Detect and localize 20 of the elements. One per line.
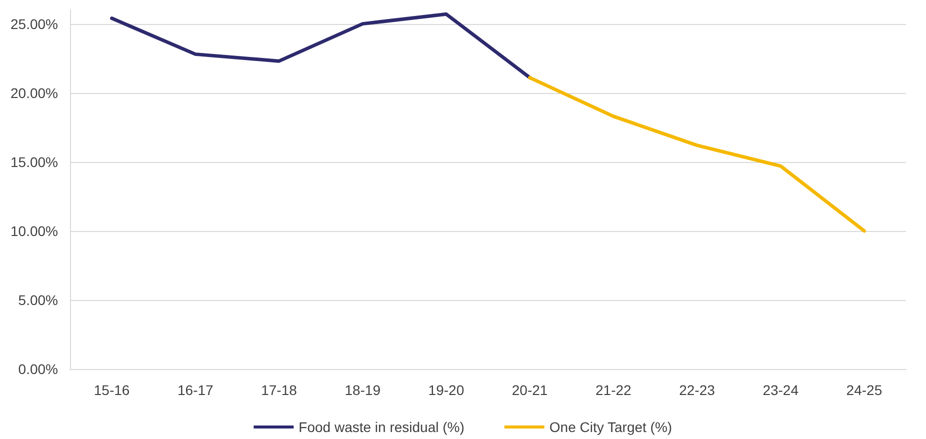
line-series bbox=[528, 76, 866, 233]
legend-label: One City Target (%) bbox=[549, 419, 672, 435]
y-tick-label: 15.00% bbox=[10, 154, 58, 170]
x-tick-label: 24-25 bbox=[846, 382, 882, 398]
x-tick-label: 16-17 bbox=[177, 382, 214, 398]
x-tick-label: 15-16 bbox=[94, 382, 130, 398]
line-series bbox=[110, 12, 532, 80]
y-tick-label: 10.00% bbox=[10, 222, 58, 239]
legend-label: Food waste in residual (%) bbox=[298, 419, 464, 435]
x-tick-label: 18-19 bbox=[344, 382, 381, 398]
y-tick-label: 20.00% bbox=[10, 84, 58, 101]
x-tick-label: 22-23 bbox=[679, 382, 716, 398]
y-tick-label: 0.00% bbox=[18, 361, 58, 377]
x-tick-label: 23-24 bbox=[762, 382, 799, 398]
y-tick-label: 5.00% bbox=[18, 292, 58, 308]
x-tick-label: 20-21 bbox=[512, 382, 548, 398]
x-tick-label: 17-18 bbox=[261, 382, 298, 398]
y-tick-label: 25.00% bbox=[10, 16, 58, 32]
x-tick-label: 19-20 bbox=[428, 382, 464, 398]
x-tick-label: 21-22 bbox=[595, 382, 632, 398]
